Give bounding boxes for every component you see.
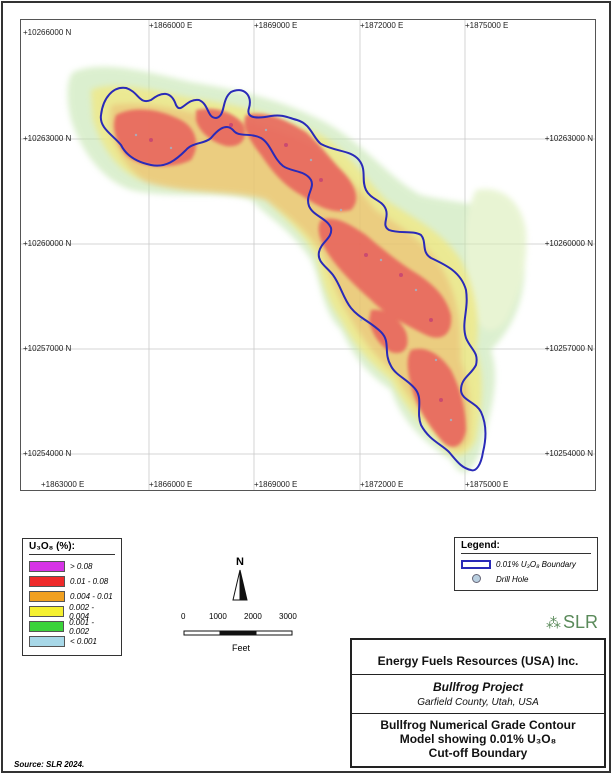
source-note: Source: SLR 2024. (14, 760, 85, 769)
map-legend: Legend: 0.01% U₃O₈ Boundary Drill Hole (454, 537, 598, 591)
northing-label-right: +10254000 N (544, 449, 593, 458)
grade-legend-item: 0.004 - 0.01 (29, 589, 115, 604)
scale-tick: 1000 (209, 612, 227, 621)
figure-title-line-3: Cut-off Boundary (428, 746, 528, 760)
northing-label-right: +10257000 N (544, 344, 593, 353)
grade-legend-item: 0.001 - 0.002 (29, 617, 115, 636)
easting-label-top: +1869000 E (254, 21, 298, 30)
grade-legend-item: 0.002 - 0.004 (29, 602, 115, 621)
slr-logo: ⁂ SLR (546, 612, 598, 633)
company-name: Energy Fuels Resources (USA) Inc. (377, 654, 579, 668)
project-location: Garfield County, Utah, USA (417, 697, 539, 708)
easting-label-bottom: +1872000 E (360, 480, 404, 489)
boundary-swatch (461, 560, 491, 569)
northing-label: +10257000 N (23, 344, 72, 353)
figure-title-line-1: Bullfrog Numerical Grade Contour (380, 718, 576, 732)
grade-label: 0.01 - 0.08 (70, 577, 109, 586)
map-legend-item: Drill Hole (461, 572, 591, 587)
mid-grade-zone (91, 85, 482, 456)
north-label: N (236, 556, 244, 568)
north-arrow-icon (232, 569, 248, 601)
high-grade-zone (114, 108, 466, 447)
northing-label: +10254000 N (23, 449, 72, 458)
title-block: Energy Fuels Resources (USA) Inc. Bullfr… (350, 638, 606, 768)
scale-bar: 0 1000 2000 3000 Feet (176, 612, 306, 653)
grade-swatch (29, 621, 65, 632)
easting-label-bottom: +1863000 E (41, 480, 85, 489)
figure-title-line-2: Model showing 0.01% U₃O₈ (399, 732, 557, 746)
northing-label: +10263000 N (23, 134, 72, 143)
grade-swatch (29, 576, 65, 587)
northing-label: +10260000 N (23, 239, 72, 248)
easting-label-top: +1875000 E (465, 21, 509, 30)
grade-swatch (29, 591, 65, 602)
map-legend-title: Legend: (461, 540, 591, 554)
slr-logo-icon: ⁂ (546, 614, 561, 632)
easting-label-top: +1872000 E (360, 21, 404, 30)
very-high-grade-spots (149, 123, 443, 402)
cutoff-boundary (99, 86, 487, 472)
grade-contour-map: +10266000 N +10263000 N +10260000 N +102… (20, 19, 596, 491)
grade-label: < 0.001 (70, 637, 97, 646)
scale-unit: Feet (231, 643, 250, 653)
grade-label: 0.004 - 0.01 (70, 592, 113, 601)
easting-label-bottom: +1869000 E (254, 480, 298, 489)
grade-legend-item: > 0.08 (29, 559, 115, 574)
easting-label-top: +1866000 E (149, 21, 193, 30)
grade-legend-title: U₃O₈ (%): (29, 541, 115, 555)
grade-label: > 0.08 (70, 562, 93, 571)
map-legend-item: 0.01% U₃O₈ Boundary (461, 557, 591, 572)
north-arrow: N (228, 556, 252, 608)
grade-legend-item: < 0.001 (29, 634, 115, 649)
scale-tick: 3000 (279, 612, 297, 621)
grade-legend: U₃O₈ (%): > 0.08 0.01 - 0.08 0.004 - 0.0… (22, 538, 122, 656)
map-drawing (21, 20, 595, 490)
drill-holes (134, 128, 453, 422)
easting-label-bottom: +1875000 E (465, 480, 509, 489)
grade-swatch (29, 606, 65, 617)
grade-label: 0.001 - 0.002 (69, 617, 94, 636)
scale-tick: 0 (181, 612, 186, 621)
northing-label-right: +10263000 N (544, 134, 593, 143)
scale-bar-graphic (183, 630, 293, 636)
drill-hole-icon (461, 574, 491, 585)
grade-label: 0.002 - 0.004 (69, 602, 94, 621)
project-name: Bullfrog Project (432, 680, 523, 694)
northing-label-right: +10260000 N (544, 239, 593, 248)
slr-logo-text: SLR (563, 612, 599, 632)
northing-label: +10266000 N (23, 28, 72, 37)
scale-tick: 2000 (244, 612, 262, 621)
drill-label: Drill Hole (496, 575, 529, 584)
grade-legend-item: 0.01 - 0.08 (29, 574, 115, 589)
grade-swatch (29, 561, 65, 572)
boundary-label: 0.01% U₃O₈ Boundary (496, 560, 576, 569)
easting-label-bottom: +1866000 E (149, 480, 193, 489)
grade-swatch (29, 636, 65, 647)
